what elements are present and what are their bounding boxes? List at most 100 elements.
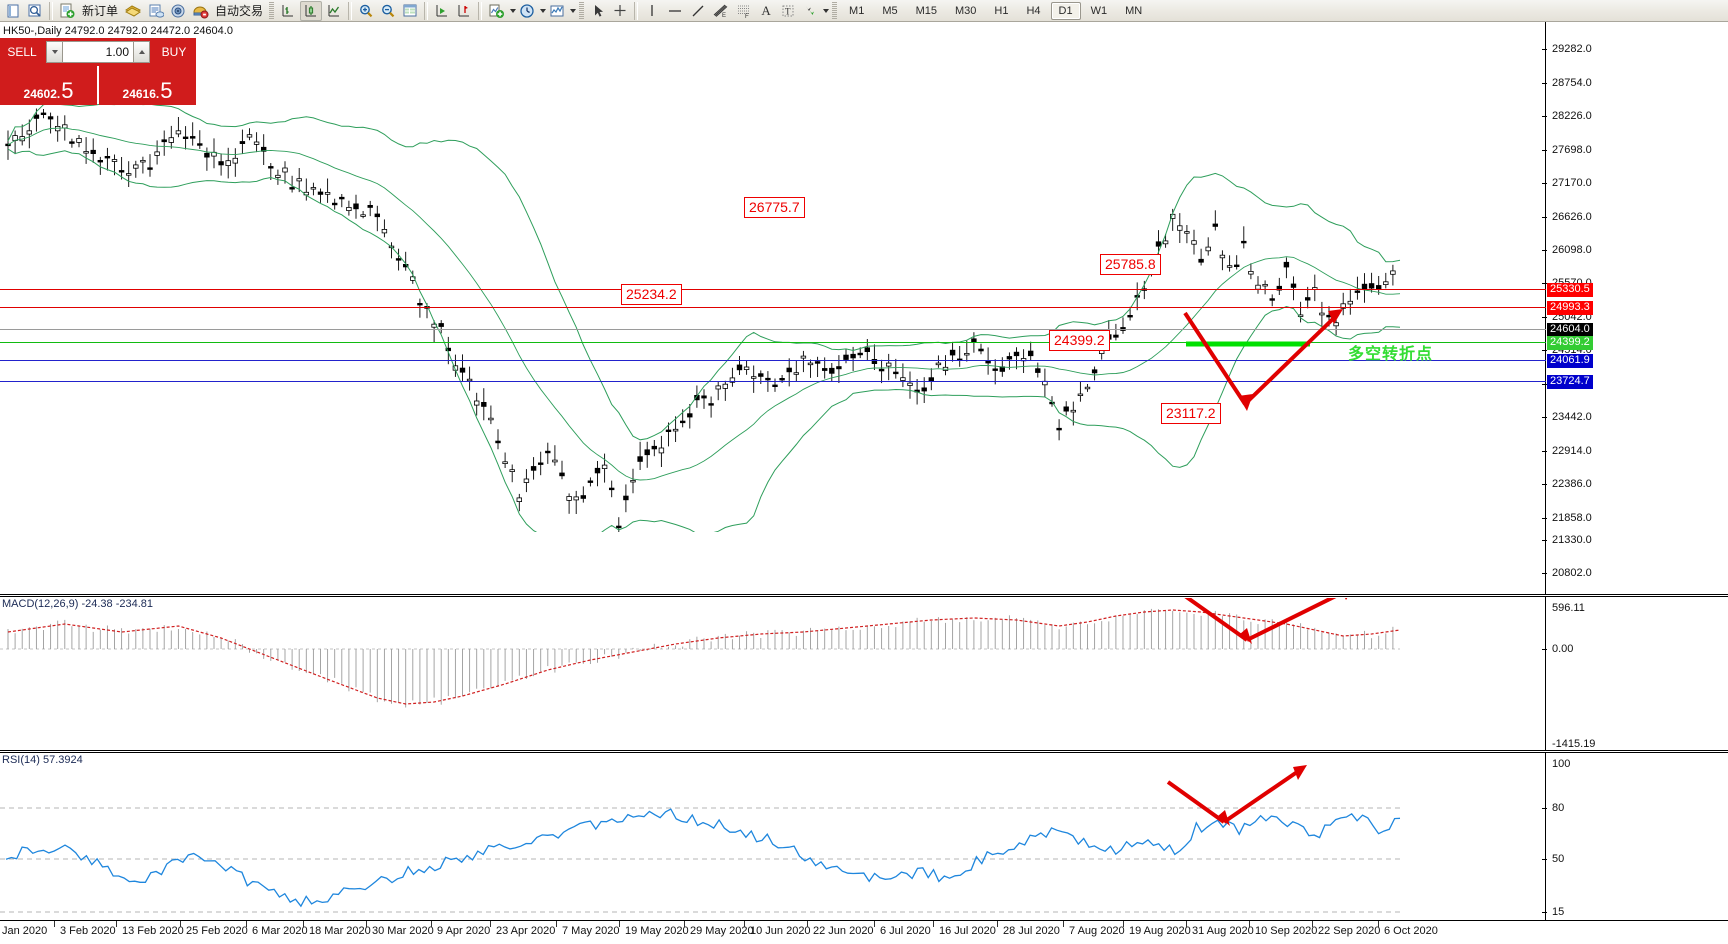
period-w1[interactable]: W1	[1090, 4, 1108, 17]
price-chart-canvas	[5, 102, 1401, 532]
toolbar-divider	[634, 1, 639, 20]
sell-price-integer: 24602	[23, 87, 57, 101]
axis-tick	[1542, 317, 1547, 318]
chevron-down-icon[interactable]	[510, 8, 517, 13]
order-panel-prices-row: 24602 . 5 24616 . 5	[0, 66, 196, 105]
new-order-icon[interactable]	[57, 1, 78, 21]
period-h4[interactable]: H4	[1026, 4, 1041, 17]
period-h1[interactable]: H1	[994, 4, 1009, 17]
indicators-icon[interactable]	[486, 1, 507, 21]
profiles-icon[interactable]	[122, 1, 144, 21]
rsi-axis-label-100: 100	[1552, 758, 1571, 770]
data-window-icon[interactable]	[25, 1, 45, 21]
grid-icon[interactable]	[400, 1, 420, 21]
period-m1[interactable]: M1	[849, 4, 865, 17]
equidistant-channel-icon[interactable]: E	[710, 1, 731, 21]
date-tick	[556, 921, 557, 927]
period-d1[interactable]: D1	[1050, 1, 1081, 20]
new-order-label[interactable]: 新订单	[82, 4, 119, 18]
bar-chart-icon[interactable]	[278, 1, 298, 21]
annotation-25234: 25234.2	[621, 284, 682, 305]
period-m5[interactable]: M5	[882, 4, 898, 17]
axis-tick	[1542, 808, 1547, 809]
price-tag-24399: 24399.2	[1547, 336, 1593, 350]
volume-stepper[interactable]: 1.00	[44, 38, 152, 66]
date-axis-label: 23 Apr 2020	[496, 925, 556, 937]
fibonacci-icon[interactable]: F	[733, 1, 754, 21]
date-tick	[1186, 921, 1187, 927]
shift-end-icon[interactable]	[432, 1, 452, 21]
buy-price-button[interactable]: 24616 . 5	[99, 66, 196, 105]
price-line-25330	[0, 289, 1546, 290]
axis-tick	[1542, 350, 1547, 351]
annotation-25785: 25785.8	[1100, 254, 1161, 275]
svg-text:E: E	[722, 13, 726, 19]
price-axis-label: 21330.0	[1552, 534, 1592, 546]
chevron-down-icon[interactable]	[823, 8, 830, 13]
horizontal-line-icon[interactable]	[664, 1, 686, 21]
cursor-icon[interactable]	[588, 1, 608, 21]
candlestick-chart-icon[interactable]	[300, 0, 323, 21]
auto-scroll-icon[interactable]	[454, 1, 474, 21]
terminal-icon[interactable]	[3, 1, 23, 21]
periods-icon[interactable]	[517, 1, 537, 21]
price-line-24399	[0, 342, 1546, 343]
price-axis-label: 28226.0	[1552, 110, 1592, 122]
chart-area[interactable]: 29282.0 28754.0 28226.0 27698.0 27170.0 …	[0, 22, 1728, 944]
axis-tick	[1542, 250, 1547, 251]
price-axis-label: 27698.0	[1552, 144, 1592, 156]
rsi-axis-label-50: 50	[1552, 853, 1565, 865]
toolbar-grip[interactable]	[832, 1, 838, 20]
auto-trading-icon[interactable]	[190, 1, 211, 21]
volume-increment-button[interactable]	[133, 41, 150, 63]
market-watch-icon[interactable]	[146, 1, 166, 21]
date-axis-label: 31 Aug 2020	[1192, 925, 1254, 937]
axis-tick	[1542, 484, 1547, 485]
text-label-icon[interactable]: T	[778, 1, 798, 21]
date-tick	[874, 921, 875, 927]
zoom-in-icon[interactable]	[356, 1, 376, 21]
chevron-down-icon[interactable]	[540, 8, 547, 13]
buy-price-fraction: 5	[160, 78, 173, 103]
toolbar-grip[interactable]	[269, 1, 275, 20]
sell-price-dot: .	[56, 87, 61, 101]
date-tick	[997, 921, 998, 927]
crosshair-icon[interactable]	[610, 1, 630, 21]
auto-trading-label[interactable]: 自动交易	[215, 4, 264, 18]
date-axis: Jan 2020 3 Feb 2020 13 Feb 2020 25 Feb 2020…	[0, 920, 1728, 944]
templates-icon[interactable]	[547, 1, 567, 21]
macd-axis-label-top: 596.11	[1552, 602, 1585, 614]
navigator-icon[interactable]	[168, 1, 188, 21]
toolbar-grip[interactable]	[579, 1, 585, 20]
one-click-trading-panel[interactable]: SELL 1.00 BUY 24602 . 5 24616 . 5	[0, 38, 196, 105]
date-tick	[744, 921, 745, 927]
toolbar-divider	[49, 1, 53, 20]
vertical-line-icon[interactable]	[642, 1, 662, 21]
trendline-icon[interactable]	[688, 1, 708, 21]
text-icon[interactable]: A	[761, 2, 771, 18]
sell-price-fraction: 5	[61, 78, 74, 103]
pane-separator-macd[interactable]	[0, 594, 1728, 597]
svg-text:F: F	[745, 14, 749, 19]
buy-button-label[interactable]: BUY	[152, 38, 196, 66]
volume-decrement-button[interactable]	[46, 41, 63, 63]
date-tick	[246, 921, 247, 927]
sell-price-button[interactable]: 24602 . 5	[0, 66, 97, 105]
buy-price-dot: .	[155, 87, 160, 101]
sell-button-label[interactable]: SELL	[0, 38, 44, 66]
zoom-out-icon[interactable]	[378, 1, 398, 21]
period-m15[interactable]: M15	[915, 4, 937, 17]
price-axis-label: 22386.0	[1552, 478, 1592, 490]
macd-chart-canvas	[0, 608, 1401, 708]
chevron-down-icon[interactable]	[570, 8, 577, 13]
axis-tick	[1542, 150, 1547, 151]
date-tick	[684, 921, 685, 927]
shapes-icon[interactable]	[800, 1, 820, 21]
volume-input[interactable]: 1.00	[63, 41, 133, 63]
axis-tick	[1542, 283, 1547, 284]
period-m30[interactable]: M30	[955, 4, 977, 17]
line-chart-icon[interactable]	[324, 1, 344, 21]
pane-separator-rsi[interactable]	[0, 750, 1728, 753]
date-axis-label: 19 Aug 2020	[1129, 925, 1191, 937]
period-mn[interactable]: MN	[1125, 4, 1143, 17]
